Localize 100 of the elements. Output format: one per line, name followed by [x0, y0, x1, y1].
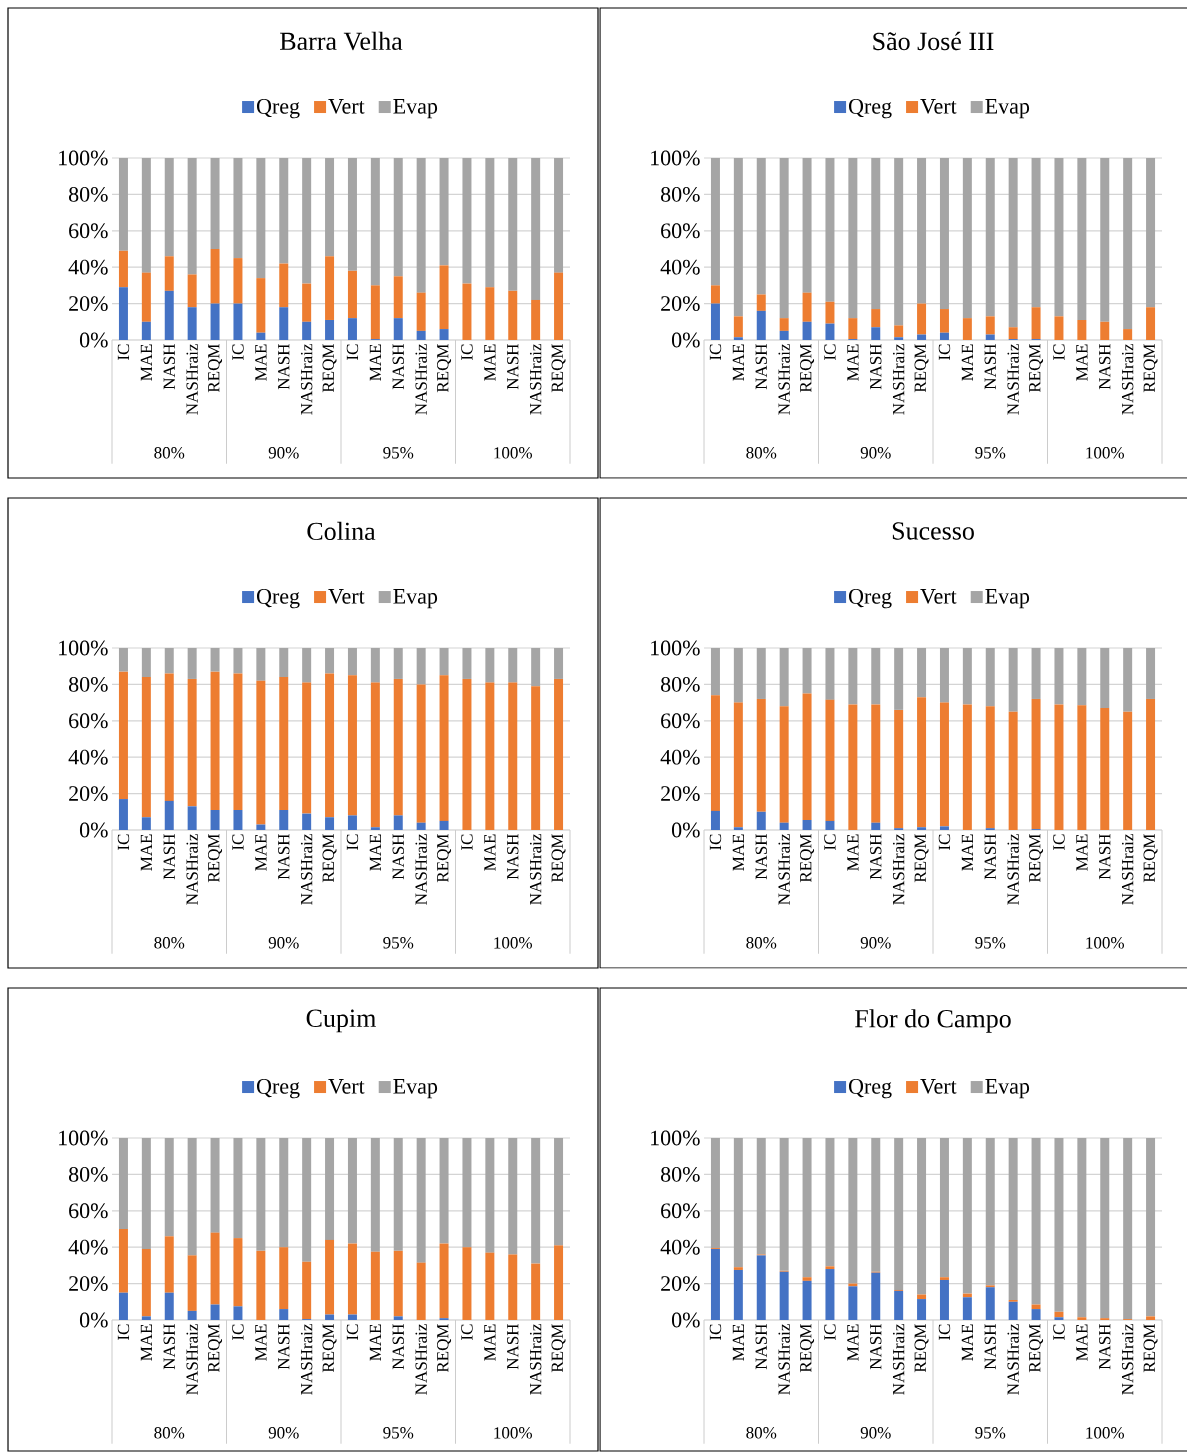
bar — [531, 299, 541, 340]
bar — [554, 157, 564, 273]
bar — [302, 647, 312, 683]
x-tick-label: NASHraiz — [186, 834, 198, 905]
bar — [187, 1310, 197, 1320]
x-tick-label: NASHraiz — [778, 344, 790, 415]
x-tick-label: NASHraiz — [1121, 1324, 1134, 1395]
bar — [710, 303, 720, 340]
x-tick-label: NASH — [1099, 344, 1111, 390]
x-tick-label: IC — [346, 1324, 359, 1340]
y-tick-label: 60% — [661, 713, 700, 729]
bar — [233, 809, 243, 830]
x-tick-label: REQM — [437, 834, 452, 883]
bar — [939, 1279, 949, 1320]
legend-label: Vert — [920, 99, 957, 114]
bar — [485, 1252, 495, 1320]
y-tick-label: 80% — [660, 676, 700, 692]
bar — [1146, 1316, 1156, 1320]
bar — [393, 647, 403, 679]
x-tick-label: NASHraiz — [1121, 344, 1134, 415]
bar — [416, 1138, 426, 1263]
bar — [825, 699, 835, 821]
text: 90% — [268, 1427, 299, 1439]
bar — [370, 827, 380, 830]
bar — [1054, 1138, 1064, 1312]
legend-label: Vert — [328, 99, 365, 114]
bar — [985, 334, 995, 340]
bar — [1008, 1138, 1018, 1300]
x-tick-label: NASHraiz — [778, 1324, 790, 1395]
chart-title: Sucesso — [892, 522, 974, 540]
text: 80% — [746, 937, 777, 949]
x-tick-label: REQM — [1029, 344, 1044, 393]
bar — [825, 1266, 835, 1270]
bar — [508, 1254, 518, 1320]
y-tick-label: 80% — [660, 1166, 700, 1182]
bar — [393, 1316, 403, 1320]
bar — [164, 290, 174, 340]
bar — [141, 1316, 151, 1320]
text: 100% — [1086, 447, 1125, 459]
x-tick-label: NASH — [278, 344, 290, 390]
x-tick-label: NASHraiz — [1121, 834, 1134, 905]
bar — [347, 1314, 357, 1320]
text: 80% — [746, 447, 777, 459]
bar — [1008, 647, 1018, 712]
bar — [370, 682, 380, 828]
y-tick-label: 40% — [660, 1239, 700, 1255]
bar — [393, 1138, 403, 1251]
bar — [141, 1138, 151, 1250]
bar — [779, 647, 789, 707]
bar — [187, 1138, 197, 1256]
x-tick-label: IC — [117, 1324, 130, 1340]
x-tick-label: MAE — [847, 834, 859, 871]
bar — [141, 321, 151, 340]
bar — [325, 647, 335, 674]
bar — [939, 1277, 949, 1280]
x-tick-label: REQM — [800, 1324, 815, 1373]
y-tick-label: 80% — [660, 186, 700, 202]
y-tick-label: 20% — [69, 296, 108, 312]
bar — [802, 819, 812, 830]
bar — [325, 673, 335, 818]
x-tick-label: IC — [824, 834, 836, 850]
bar — [187, 678, 197, 807]
x-tick-label: NASHraiz — [300, 344, 313, 415]
bar — [710, 810, 720, 830]
bar — [1054, 316, 1064, 340]
x-tick-label: REQM — [914, 344, 929, 393]
bar — [302, 813, 312, 830]
bar — [279, 307, 289, 340]
x-tick-label: NASH — [984, 1324, 996, 1370]
x-tick-label: REQM — [551, 834, 566, 883]
bar — [256, 824, 266, 830]
x-tick-label: REQM — [208, 344, 223, 393]
x-tick-label: NASH — [163, 834, 175, 880]
x-tick-label: MAE — [140, 1324, 152, 1361]
y-tick-label: 80% — [68, 676, 108, 692]
bar — [279, 677, 289, 810]
bar — [733, 827, 743, 830]
y-tick-label: 100% — [59, 150, 108, 166]
legend-label: Vert — [328, 1079, 365, 1094]
bar — [1054, 1311, 1064, 1318]
bar — [962, 157, 972, 319]
bar — [554, 1138, 564, 1246]
bar — [279, 263, 289, 308]
bar — [939, 332, 949, 340]
y-tick-label: 20% — [69, 786, 108, 802]
bar — [210, 303, 220, 340]
y-tick-label: 60% — [661, 1203, 700, 1219]
bar — [733, 337, 743, 340]
bar — [917, 303, 927, 335]
x-tick-label: REQM — [800, 834, 815, 883]
bar — [1077, 1138, 1087, 1318]
bar — [1123, 157, 1133, 330]
bar — [187, 274, 197, 308]
x-tick-label: IC — [709, 344, 722, 360]
bar — [939, 826, 949, 830]
bar — [756, 811, 766, 830]
x-tick-label: IC — [1053, 1324, 1065, 1340]
x-tick-label: NASHraiz — [1007, 344, 1019, 415]
x-tick-label: IC — [709, 834, 722, 850]
bar — [894, 325, 904, 338]
